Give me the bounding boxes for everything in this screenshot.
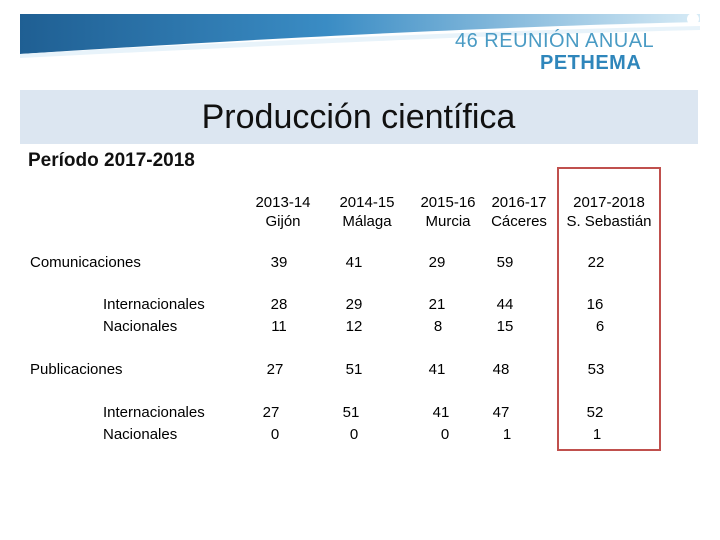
cell-publicaciones-2015: 41 (428, 361, 446, 378)
logo-edition: 46 REUNIÓN ANUAL (455, 30, 655, 52)
column-header-2016: 2016-17 Cáceres (486, 193, 552, 231)
cell-comunicaciones-2013: 39 (270, 254, 288, 271)
column-years: 2015-16 (420, 194, 476, 211)
column-header-2017: 2017-2018 S. Sebastián (562, 193, 656, 231)
column-city: Málaga (342, 213, 392, 230)
row-label-com-internacionales: Internacionales (103, 296, 205, 313)
column-city: Murcia (425, 213, 471, 230)
cell-comunicaciones-2016: 59 (496, 254, 514, 271)
cell-publicaciones-2016: 48 (492, 361, 510, 378)
cell-pub-internacionales-2015: 41 (432, 404, 450, 421)
cell-pub-internacionales-2013: 27 (262, 404, 280, 421)
cell-comunicaciones-2015: 29 (428, 254, 446, 271)
cell-publicaciones-2014: 51 (345, 361, 363, 378)
column-years: 2017-2018 (573, 194, 645, 211)
column-header-2013: 2013-14 Gijón (248, 193, 318, 231)
column-city: Gijón (265, 213, 301, 230)
column-years: 2014-15 (339, 194, 395, 211)
cell-com-nacionales-2014: 12 (345, 318, 363, 335)
cell-com-nacionales-2013: 11 (271, 318, 287, 335)
cell-pub-nacionales-2015: 0 (440, 426, 450, 443)
row-label-pub-nacionales: Nacionales (103, 426, 178, 443)
cell-pub-nacionales-2016: 1 (502, 426, 512, 443)
period-label: Período 2017-2018 (28, 150, 195, 171)
cell-pub-internacionales-2017: 52 (586, 404, 604, 421)
cell-pub-nacionales-2013: 0 (270, 426, 280, 443)
row-label-pub-internacionales: Internacionales (103, 404, 205, 421)
cell-pub-nacionales-2017: 1 (592, 426, 602, 443)
column-header-2015: 2015-16 Murcia (413, 193, 483, 231)
header-banner (20, 13, 700, 58)
cell-com-internacionales-2014: 29 (345, 296, 363, 313)
cell-com-internacionales-2015: 21 (428, 296, 446, 313)
column-years: 2013-14 (255, 194, 311, 211)
cell-comunicaciones-2014: 41 (345, 254, 363, 271)
column-city: Cáceres (491, 213, 547, 230)
cell-pub-internacionales-2014: 51 (342, 404, 360, 421)
cell-pub-internacionales-2016: 47 (492, 404, 510, 421)
column-header-2014: 2014-15 Málaga (330, 193, 404, 231)
row-label-publicaciones: Publicaciones (30, 361, 123, 378)
cell-comunicaciones-2017: 22 (587, 254, 605, 271)
cell-com-internacionales-2013: 28 (270, 296, 288, 313)
highlight-box (557, 167, 661, 451)
cell-pub-nacionales-2014: 0 (349, 426, 359, 443)
cell-com-internacionales-2017: 16 (586, 296, 604, 313)
column-city: S. Sebastián (566, 213, 652, 230)
cell-publicaciones-2013: 27 (266, 361, 284, 378)
cell-com-nacionales-2016: 15 (496, 318, 514, 335)
column-years: 2016-17 (491, 194, 547, 211)
cell-publicaciones-2017: 53 (587, 361, 605, 378)
cell-com-nacionales-2017: 6 (595, 318, 605, 335)
cell-com-nacionales-2015: 8 (433, 318, 443, 335)
logo-name: PETHEMA (540, 52, 642, 74)
row-label-comunicaciones: Comunicaciones (30, 254, 141, 271)
row-label-com-nacionales: Nacionales (103, 318, 178, 335)
page-title: Producción científica (201, 98, 516, 136)
cell-com-internacionales-2016: 44 (496, 296, 514, 313)
title-band (20, 90, 698, 144)
